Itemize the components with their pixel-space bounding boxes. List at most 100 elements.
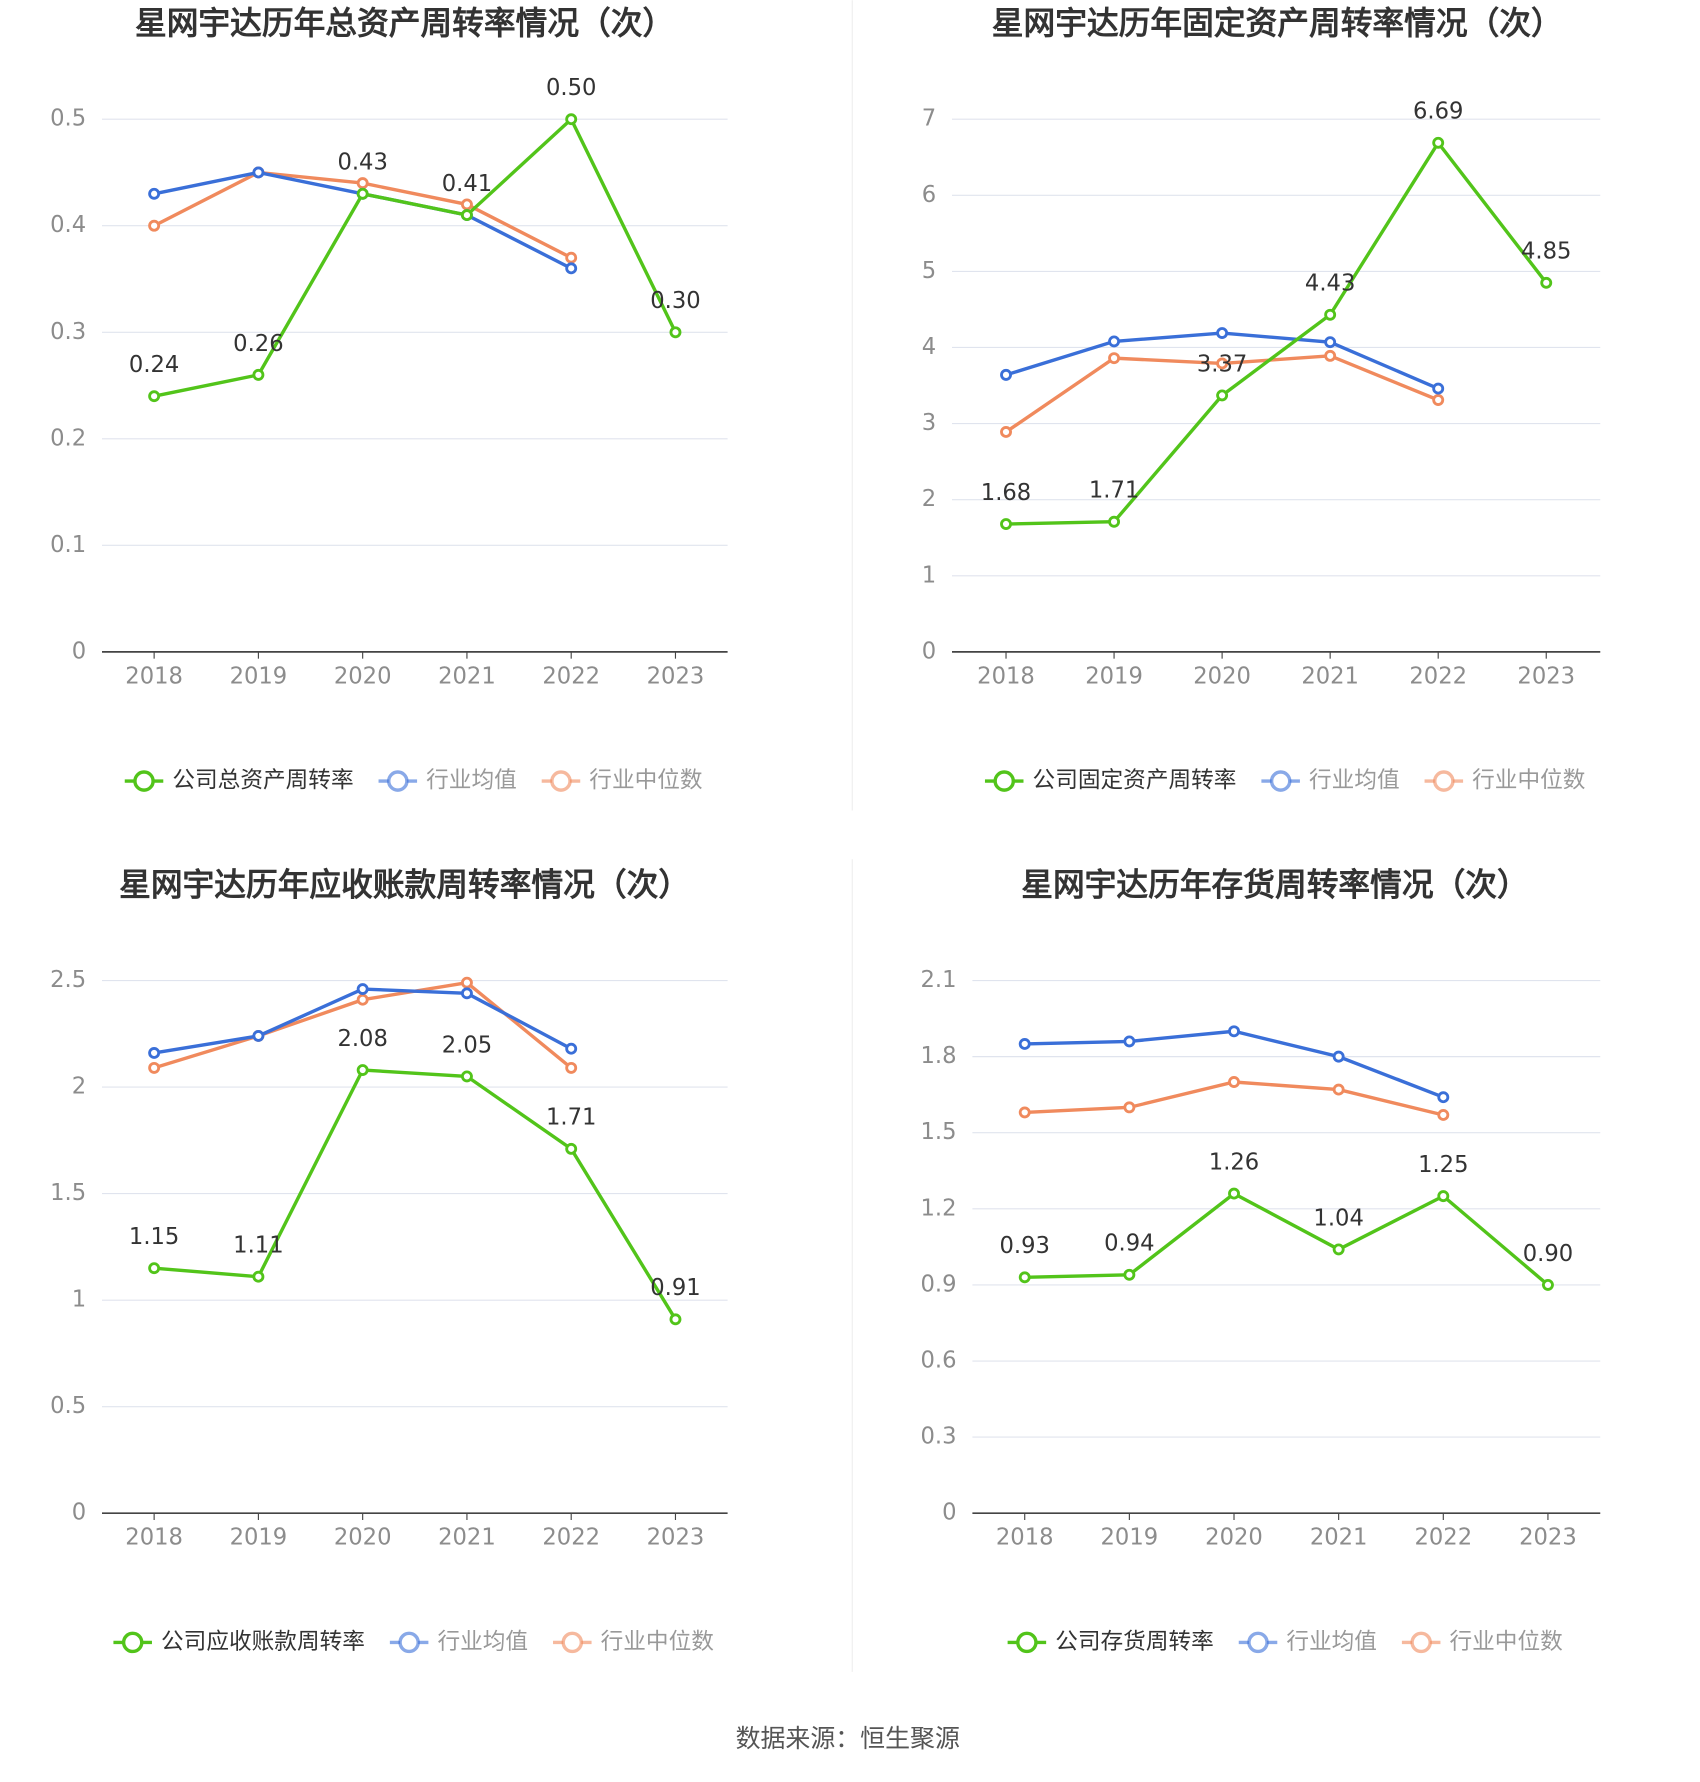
point: [356, 983, 369, 996]
y-tick-label: 1.5: [921, 1119, 957, 1145]
legend-label: 行业中位数: [1450, 1629, 1564, 1655]
x-tick-label: 2019: [1101, 1525, 1159, 1551]
legend: 公司总资产周转率 行业均值 行业中位数: [124, 768, 703, 794]
y-tick-label: 0.1: [50, 532, 86, 558]
legend-marker: [133, 770, 155, 792]
chart-title: 星网宇达历年总资产周转率情况（次）: [135, 6, 674, 42]
value-label: 0.90: [1523, 1241, 1573, 1267]
point: [1216, 357, 1229, 370]
point: [1437, 1091, 1450, 1104]
value-label: 0.30: [650, 288, 700, 314]
legend-marker: [121, 1631, 144, 1654]
y-tick-label: 1: [922, 562, 936, 588]
value-label: 0.94: [1104, 1231, 1154, 1257]
point: [1432, 394, 1445, 406]
point: [252, 1270, 265, 1283]
point: [1228, 1076, 1240, 1088]
x-tick-label: 2023: [647, 1525, 705, 1551]
value-label: 1.15: [129, 1224, 179, 1250]
point: [1000, 518, 1012, 530]
point: [1332, 1050, 1345, 1063]
point: [565, 113, 578, 126]
point: [356, 177, 369, 190]
series-line: [153, 116, 677, 398]
point: [1332, 1243, 1345, 1256]
y-tick-label: 5: [922, 258, 936, 284]
legend: 公司应收账款周转率 行业均值 行业中位数: [113, 1629, 714, 1655]
point: [1216, 327, 1229, 339]
point: [669, 326, 682, 339]
legend-label: 行业均值: [426, 768, 517, 794]
x-tick-label: 2022: [542, 663, 600, 689]
y-tick-label: 0: [942, 1500, 956, 1526]
value-label: 0.41: [442, 171, 492, 197]
point: [460, 209, 473, 222]
point: [1000, 368, 1012, 381]
legend-label: 公司固定资产周转率: [1033, 768, 1237, 794]
y-tick-label: 6: [922, 182, 936, 208]
value-label: 2.08: [337, 1026, 387, 1052]
point: [1108, 352, 1121, 365]
x-tick-label: 2022: [1414, 1525, 1472, 1551]
point: [565, 1042, 578, 1055]
point: [148, 1047, 161, 1059]
legend-marker: [1433, 770, 1455, 792]
x-tick-label: 2019: [1085, 663, 1143, 689]
point: [1228, 1187, 1240, 1200]
series-line: [1005, 139, 1548, 526]
y-tick-label: 0: [922, 638, 936, 664]
source: 数据来源：恒生聚源: [736, 1724, 960, 1753]
value-label: 1.11: [233, 1233, 283, 1259]
point: [565, 262, 578, 275]
point: [1324, 336, 1337, 349]
legend-label: 行业中位数: [1472, 768, 1586, 794]
x-tick-label: 2022: [1409, 663, 1467, 689]
value-label: 6.69: [1413, 99, 1463, 125]
y-tick-label: 4: [922, 334, 936, 360]
y-tick-label: 1: [72, 1287, 86, 1313]
value-label: 1.04: [1313, 1205, 1363, 1231]
legend-label: 公司应收账款周转率: [161, 1629, 365, 1655]
value-label: 1.68: [981, 480, 1031, 506]
x-tick-label: 2021: [1310, 1525, 1368, 1551]
x-tick-label: 2020: [1193, 663, 1251, 689]
y-tick-label: 0.9: [921, 1271, 957, 1297]
point: [148, 187, 161, 200]
value-label: 1.26: [1209, 1150, 1259, 1176]
point: [1228, 1025, 1240, 1038]
legend-marker: [398, 1631, 420, 1654]
legend-label: 行业中位数: [589, 768, 703, 794]
point: [460, 1070, 473, 1083]
y-tick-label: 0.5: [50, 1393, 86, 1419]
point: [148, 390, 161, 403]
point: [1332, 1083, 1345, 1096]
value-label: 0.43: [337, 150, 387, 176]
x-tick-label: 2020: [334, 663, 392, 689]
y-tick-label: 2: [922, 486, 936, 512]
x-tick-label: 2018: [125, 663, 183, 689]
x-tick-label: 2023: [647, 663, 705, 689]
x-tick-label: 2023: [1517, 663, 1575, 689]
value-label: 0.26: [233, 331, 283, 357]
point: [1018, 1106, 1031, 1119]
y-tick-label: 1.8: [921, 1043, 957, 1069]
point: [565, 1061, 578, 1074]
x-tick-label: 2023: [1519, 1525, 1577, 1551]
point: [460, 198, 473, 211]
point: [252, 1029, 265, 1042]
y-tick-label: 0.6: [921, 1348, 957, 1374]
point: [356, 187, 369, 200]
x-tick-label: 2019: [230, 1525, 288, 1551]
x-tick-label: 2020: [334, 1525, 392, 1551]
point: [1324, 349, 1337, 362]
point: [460, 987, 473, 1000]
legend-marker: [1016, 1631, 1038, 1654]
x-tick-label: 2021: [438, 1525, 496, 1551]
value-label: 0.91: [650, 1275, 700, 1301]
y-tick-label: 0.3: [921, 1424, 957, 1450]
x-tick-label: 2018: [125, 1525, 183, 1551]
point: [565, 1142, 578, 1155]
y-tick-label: 1.2: [921, 1195, 957, 1221]
y-tick-label: 7: [922, 106, 936, 132]
